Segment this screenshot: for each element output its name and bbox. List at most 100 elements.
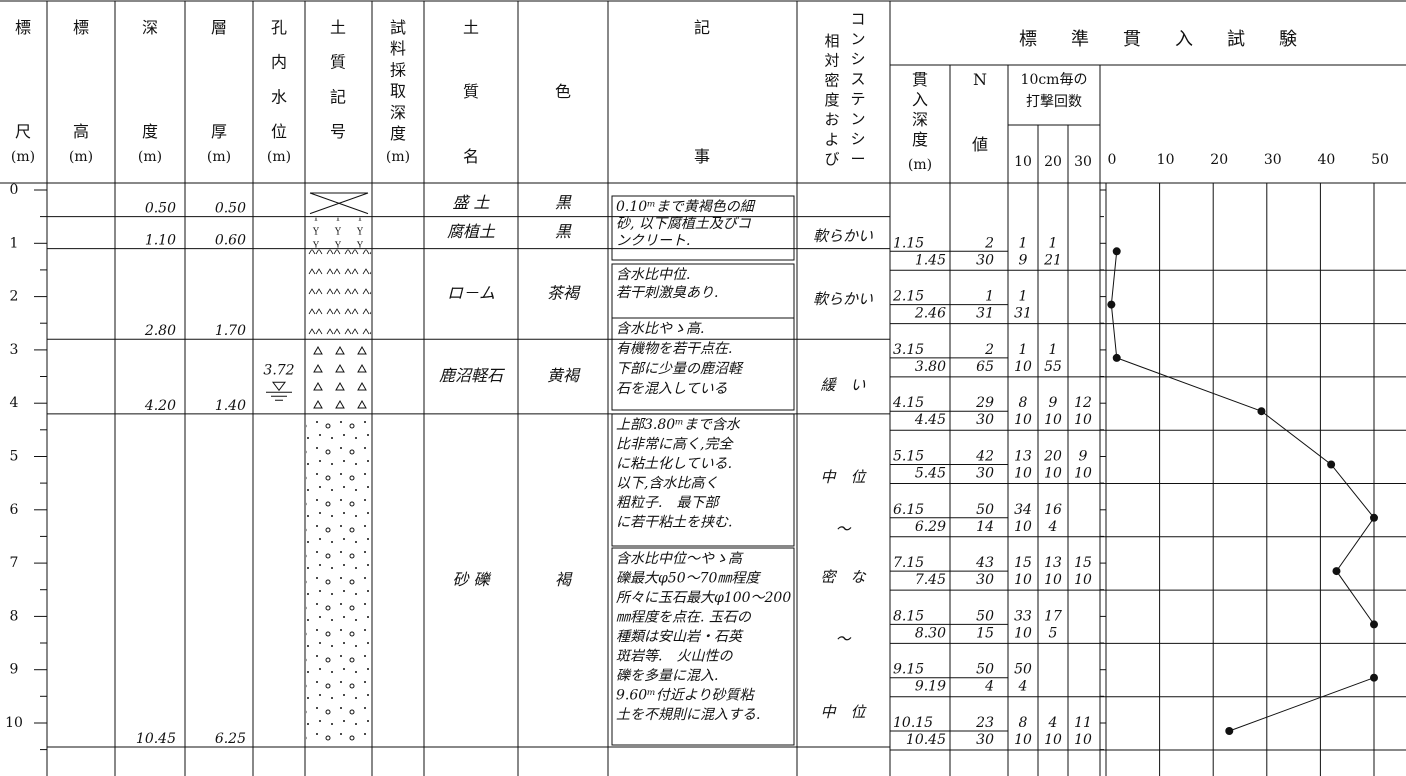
spt-depth: 2.15 — [892, 289, 924, 305]
blow-count: 9 — [1019, 252, 1028, 268]
n-value: 31 — [976, 306, 994, 322]
blow-count: 12 — [1074, 395, 1092, 411]
depth-tick-label: 4 — [10, 395, 19, 411]
spt-depth: 9.19 — [915, 679, 946, 695]
layer-bottom: 0.50 — [145, 201, 176, 217]
n-tick-label: 10 — [1157, 152, 1175, 168]
column-unit: (m) — [207, 149, 231, 165]
blows-title: 10cm毎の — [1021, 72, 1088, 88]
note-line: 以下,含水比高く — [616, 476, 718, 492]
soil-symbol — [306, 414, 371, 746]
consistency-label: 相対密度および — [824, 32, 839, 168]
soil-name: 鹿沼軽石 — [439, 366, 506, 385]
water-level: 3.72 — [263, 362, 294, 378]
soil-symbol — [306, 217, 371, 248]
n-value: 50 — [976, 502, 994, 518]
blow-count: 33 — [1014, 608, 1032, 624]
blow-count: 4 — [1048, 519, 1058, 535]
column-label: 試料採取深度 — [390, 18, 406, 143]
note-line: 含水比中位〜やゝ高 — [616, 551, 744, 567]
column-unit: (m) — [386, 149, 410, 165]
blow-count: 9 — [1079, 448, 1088, 464]
layer-bottom: 1.10 — [145, 233, 176, 249]
spt-depth: 10.45 — [906, 732, 946, 748]
note-line: 砂, 以下腐植土及びコ — [616, 216, 752, 232]
blow-count: 11 — [1074, 715, 1092, 731]
spt-title: 標準貫入試験 — [1019, 29, 1297, 50]
spt-depth: 4.45 — [914, 412, 946, 428]
column-unit: (m) — [267, 149, 291, 165]
n-tick-label: 20 — [1210, 152, 1228, 168]
consistency: 密 な — [820, 568, 866, 586]
note-line: 所々に玉石最大φ100〜200 — [616, 590, 791, 606]
consistency-label: コンシステンシー — [850, 10, 865, 168]
note-line: 有機物を若干点在. — [616, 341, 732, 357]
note-line: に粘土化している. — [616, 456, 732, 472]
soil-symbol — [306, 340, 371, 413]
blow-count: 13 — [1014, 448, 1032, 464]
n-value: 1 — [985, 289, 994, 305]
n-value: 30 — [976, 732, 994, 748]
consistency: 〜 — [835, 520, 851, 538]
note-line: 種類は安山岩・石英 — [616, 629, 744, 645]
blow-count: 15 — [1074, 555, 1092, 571]
spt-depth: 6.15 — [893, 502, 924, 518]
blow-count: 10 — [1014, 465, 1032, 481]
note-line: 含水比やゝ高. — [616, 321, 704, 337]
column-label: 記事 — [694, 18, 710, 166]
spt-depth: 4.15 — [892, 395, 924, 411]
blow-count: 1 — [1049, 342, 1058, 358]
note-line: 礫最大φ50〜70㎜程度 — [616, 571, 761, 587]
note-box — [611, 317, 795, 411]
column-label: 孔内水位 — [271, 18, 287, 141]
n-tick-label: 40 — [1317, 152, 1335, 168]
n-value: 30 — [976, 465, 994, 481]
column-label: 層厚 — [211, 18, 227, 141]
blow-count: 10 — [1074, 732, 1092, 748]
note-line: ンクリート. — [616, 233, 690, 249]
column-label: 色 — [555, 82, 571, 101]
soil-name: 盛 土 — [452, 193, 490, 212]
note-line: 0.10ᵐまで黄褐色の細 — [616, 199, 756, 215]
layer-thickness: 6.25 — [215, 731, 246, 747]
soil-symbol — [306, 249, 371, 339]
soil-color: 褐 — [555, 570, 573, 589]
note-line: 下部に少量の鹿沼軽 — [616, 361, 744, 377]
blow-count: 1 — [1049, 235, 1058, 251]
blow-count: 1 — [1019, 235, 1028, 251]
note-line: ㎜程度を点在. 玉石の — [616, 610, 752, 626]
column-label: 土質名 — [463, 18, 479, 166]
consistency: 〜 — [835, 630, 851, 648]
note-line: 比非常に高く,完全 — [616, 437, 734, 453]
note-line: 含水比中位. — [616, 267, 690, 283]
blows-title: 打撃回数 — [1026, 93, 1082, 110]
blow-count: 10 — [1014, 412, 1032, 428]
blow-count: 9 — [1049, 395, 1058, 411]
blow-count: 10 — [1014, 732, 1032, 748]
blow-count: 50 — [1014, 662, 1032, 678]
n-tick-label: 30 — [1264, 152, 1282, 168]
blow-count: 10 — [1044, 412, 1062, 428]
blow-count: 15 — [1014, 555, 1032, 571]
note-line: 粗粒子. 最下部 — [616, 495, 720, 511]
n-value: 43 — [975, 555, 994, 571]
consistency: 軟らかい — [813, 290, 873, 308]
column-label: 土質記号 — [330, 18, 346, 141]
depth-tick-label: 6 — [10, 502, 19, 518]
note-line: に若干粘土を挟む. — [616, 515, 732, 531]
blow-count: 4 — [1018, 679, 1028, 695]
blow-count: 20 — [1043, 448, 1062, 464]
n-value: 23 — [975, 715, 994, 731]
spt-depth: 3.80 — [915, 359, 946, 375]
column-label: 標尺 — [15, 18, 31, 141]
n-tick-label: 0 — [1108, 152, 1117, 168]
n-value: 15 — [976, 625, 994, 641]
layer-thickness: 1.40 — [215, 398, 246, 414]
n-value: 50 — [976, 662, 994, 678]
soil-name: 砂 礫 — [452, 570, 491, 589]
n-value: 30 — [976, 412, 994, 428]
blow-count: 10 — [1044, 732, 1062, 748]
note-box — [611, 413, 795, 547]
water-symbol — [266, 381, 292, 401]
soil-name: 腐植土 — [447, 222, 496, 241]
